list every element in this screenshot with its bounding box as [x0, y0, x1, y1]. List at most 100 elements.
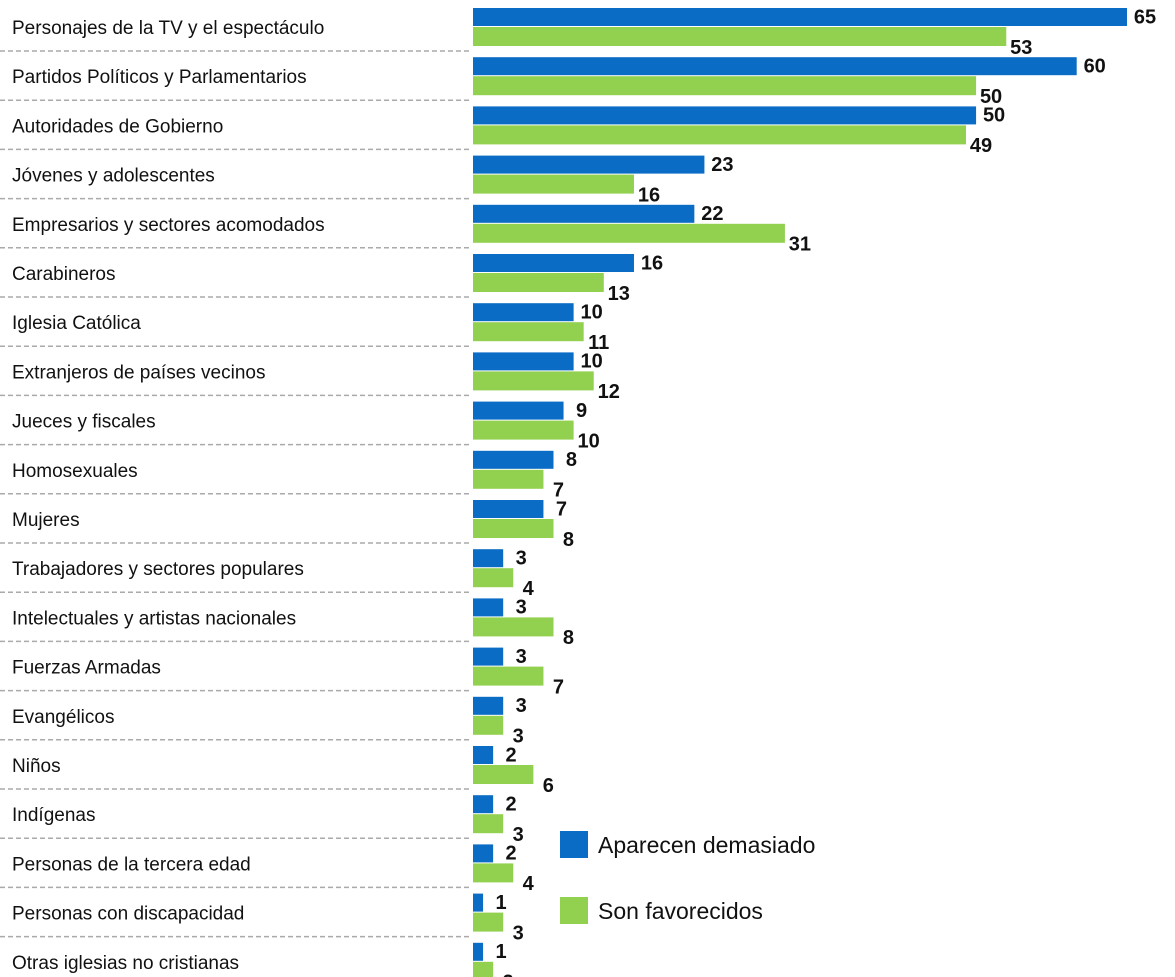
- bar: [473, 598, 504, 617]
- value-label: 8: [566, 449, 577, 471]
- bar: [473, 814, 504, 834]
- bar: [473, 76, 977, 96]
- bar: [473, 617, 554, 637]
- category-label: Indígenas: [12, 805, 95, 826]
- value-label: 2: [506, 843, 517, 865]
- value-label: 3: [513, 824, 524, 846]
- value-label: 11: [588, 332, 609, 354]
- category-label: Jueces y fiscales: [12, 412, 156, 433]
- bar: [473, 223, 785, 243]
- value-label: 2: [503, 972, 514, 977]
- legend-swatch: [560, 831, 588, 858]
- value-label: 6: [543, 775, 554, 797]
- category-label: Empresarios y sectores acomodados: [12, 215, 325, 236]
- value-label: 7: [553, 480, 564, 502]
- category-label: Personajes de la TV y el espectáculo: [12, 18, 324, 39]
- value-label: 50: [983, 105, 1005, 127]
- bar: [473, 696, 504, 715]
- category-label: Trabajadores y sectores populares: [12, 559, 304, 580]
- legend-label: Son favorecidos: [598, 898, 763, 924]
- value-label: 2: [506, 793, 517, 815]
- value-label: 3: [516, 695, 527, 717]
- legend-swatch: [560, 897, 588, 924]
- value-label: 4: [523, 578, 535, 600]
- bar: [473, 666, 544, 686]
- bar: [473, 746, 494, 764]
- category-label: Personas de la tercera edad: [12, 854, 251, 875]
- bar: [473, 174, 634, 194]
- value-label: 7: [553, 676, 564, 698]
- bar: [473, 401, 564, 420]
- bar: [473, 795, 494, 814]
- bar: [473, 27, 1007, 46]
- bar: [473, 125, 967, 145]
- value-label: 3: [513, 726, 524, 748]
- bar: [473, 961, 494, 977]
- value-label: 10: [580, 301, 602, 323]
- bar: [473, 469, 544, 489]
- bar: [473, 322, 584, 342]
- value-label: 1: [495, 892, 506, 914]
- value-label: 23: [711, 154, 733, 176]
- category-label: Niños: [12, 756, 61, 777]
- value-label: 7: [556, 498, 567, 520]
- bar: [473, 371, 594, 391]
- value-label: 50: [980, 86, 1002, 108]
- bar: [473, 8, 1127, 26]
- bar: [473, 844, 494, 863]
- bar: [473, 568, 514, 588]
- bar: [473, 715, 504, 735]
- value-label: 4: [523, 873, 535, 895]
- value-label: 16: [641, 252, 663, 274]
- category-label: Iglesia Católica: [12, 313, 141, 334]
- bar: [473, 765, 534, 784]
- value-label: 16: [638, 184, 660, 206]
- value-label: 10: [580, 351, 602, 373]
- category-label: Mujeres: [12, 510, 80, 531]
- category-label: Personas con discapacidad: [12, 904, 244, 925]
- value-label: 22: [701, 203, 723, 225]
- value-label: 1: [495, 941, 506, 963]
- bar: [473, 254, 634, 272]
- bar: [473, 420, 574, 440]
- category-label: Intelectuales y artistas nacionales: [12, 608, 296, 629]
- category-label: Homosexuales: [12, 461, 138, 482]
- bar: [473, 500, 544, 518]
- category-label: Carabineros: [12, 264, 116, 285]
- value-label: 13: [608, 283, 630, 305]
- bar: [473, 893, 484, 912]
- bar: [473, 155, 705, 174]
- value-label: 3: [513, 922, 524, 944]
- value-label: 12: [598, 381, 620, 403]
- value-label: 2: [506, 744, 517, 766]
- bar: [473, 204, 695, 223]
- value-label: 8: [563, 627, 574, 649]
- category-label: Otras iglesias no cristianas: [12, 953, 239, 974]
- category-label: Extranjeros de países vecinos: [12, 362, 265, 383]
- value-label: 60: [1084, 55, 1106, 77]
- bar: [473, 273, 604, 292]
- bar: [473, 942, 484, 961]
- value-label: 8: [563, 529, 574, 551]
- category-label: Autoridades de Gobierno: [12, 116, 223, 137]
- bar: [473, 352, 574, 371]
- bar: [473, 450, 554, 469]
- value-label: 49: [970, 135, 992, 157]
- value-label: 31: [789, 234, 811, 256]
- category-label: Fuerzas Armadas: [12, 658, 161, 679]
- bar: [473, 106, 977, 125]
- bar: [473, 863, 514, 883]
- value-label: 3: [516, 547, 527, 569]
- category-label: Evangélicos: [12, 707, 114, 728]
- value-label: 9: [576, 400, 587, 422]
- bar: [473, 647, 504, 666]
- bar: [473, 519, 554, 538]
- bar: [473, 303, 574, 322]
- category-label: Jóvenes y adolescentes: [12, 166, 215, 187]
- value-label: 65: [1134, 6, 1156, 28]
- legend-label: Aparecen demasiado: [598, 832, 815, 858]
- value-label: 53: [1010, 37, 1032, 59]
- bar: [473, 912, 504, 932]
- value-label: 3: [516, 597, 527, 619]
